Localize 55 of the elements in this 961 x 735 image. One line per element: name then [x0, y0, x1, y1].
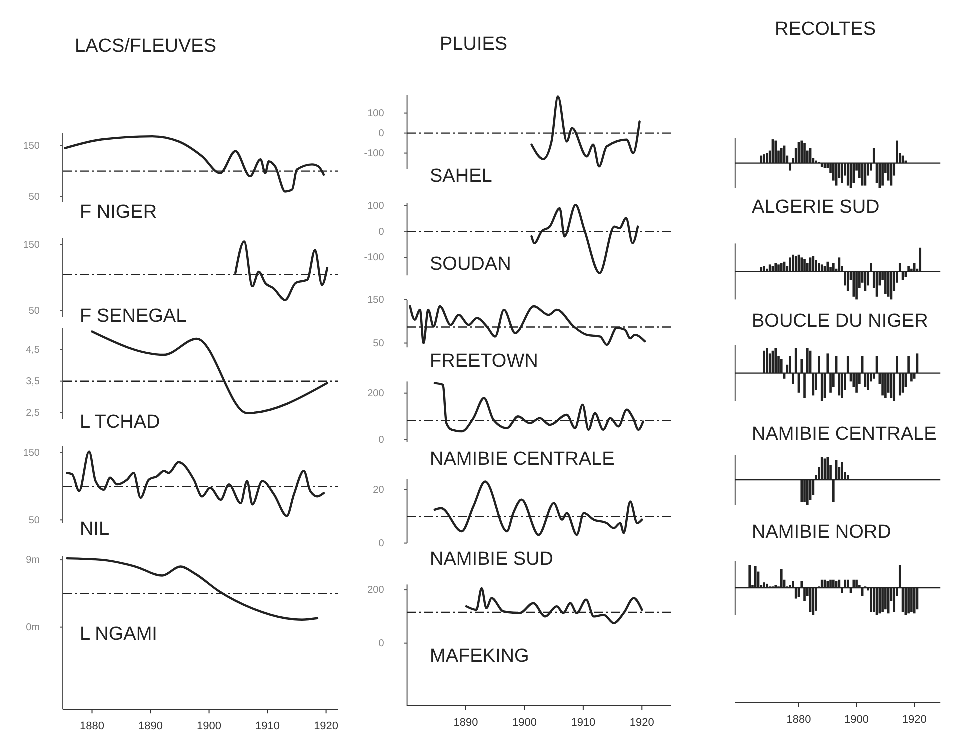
- y-tick-label: 4,5: [26, 345, 40, 356]
- y-tick-label: 150: [368, 295, 385, 306]
- y-tick-label: 20: [373, 485, 385, 496]
- x-tick-label: 1880: [80, 720, 104, 732]
- y-tick-label: 50: [28, 192, 40, 204]
- y-tick-label: 0: [378, 435, 385, 446]
- series-label: MAFEKING: [430, 646, 530, 667]
- x-tick-label: 1920: [314, 720, 339, 732]
- y-tick-label: -100: [364, 252, 385, 264]
- chart-title: LACS/FLEUVES: [75, 36, 216, 57]
- y-tick-label: 100: [368, 108, 385, 120]
- text: SAHEL: [430, 166, 492, 187]
- y-tick-label: 0m: [26, 622, 40, 634]
- y-tick-label: 3,5: [26, 376, 40, 388]
- y-tick-label: 100: [368, 201, 385, 212]
- series-label: SOUDAN: [430, 254, 512, 275]
- y-tick-label: 50: [28, 306, 40, 318]
- x-tick-label: 1920: [630, 716, 654, 729]
- y-tick-label: 0: [378, 128, 385, 140]
- text: F SENEGAL: [80, 306, 187, 327]
- x-tick-label: 1890: [138, 720, 164, 732]
- text: F NIGER: [80, 202, 158, 223]
- y-tick-label: 200: [368, 388, 385, 400]
- y-tick-label: 150: [23, 240, 40, 252]
- series-label: NAMIBIE NORD: [752, 522, 892, 543]
- x-tick-label: 1890: [454, 716, 478, 729]
- x-tick-label: 1900: [844, 714, 870, 726]
- y-tick-label: 0: [378, 226, 385, 238]
- text: L TCHAD: [80, 412, 160, 433]
- x-tick-label: 1900: [512, 716, 537, 729]
- y-tick-label: 50: [28, 515, 40, 526]
- x-tick-label: 1920: [902, 714, 927, 726]
- y-tick-label: 9m: [26, 555, 40, 566]
- series-label: NAMIBIE CENTRALE: [752, 424, 937, 445]
- series-label: NIL: [80, 519, 110, 540]
- x-tick-label: 1880: [786, 714, 812, 726]
- y-tick-label: 2,5: [26, 408, 40, 419]
- y-tick-label: 0: [378, 638, 385, 650]
- series-label: ALGERIE SUD: [752, 197, 880, 218]
- y-tick-label: 0: [378, 538, 385, 550]
- y-tick-label: 150: [23, 140, 40, 152]
- x-tick-label: 1910: [571, 716, 596, 729]
- chart-title: RECOLTES: [775, 19, 876, 40]
- series-label: BOUCLE DU NIGER: [752, 311, 928, 332]
- y-tick-label: 50: [373, 338, 385, 350]
- x-tick-label: 1900: [197, 720, 222, 732]
- y-tick-label: 200: [368, 585, 385, 596]
- text: L NGAMI: [80, 624, 158, 645]
- series-label: NAMIBIE CENTRALE: [430, 449, 615, 470]
- y-tick-label: 150: [23, 448, 40, 460]
- x-tick-label: 1910: [256, 720, 280, 732]
- chart-title: PLUIES: [440, 34, 508, 55]
- y-tick-label: -100: [364, 148, 385, 160]
- series-label: NAMIBIE SUD: [430, 549, 554, 570]
- series-label: FREETOWN: [430, 351, 538, 372]
